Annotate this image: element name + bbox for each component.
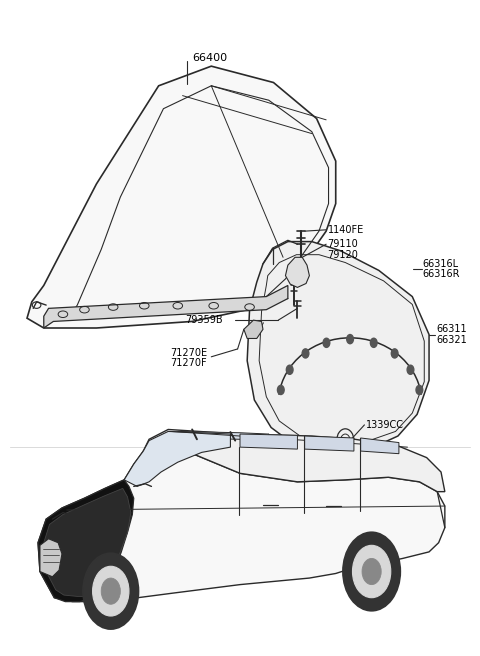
Polygon shape [44,285,288,328]
Circle shape [302,349,309,358]
Circle shape [287,365,293,375]
Polygon shape [178,432,269,441]
Polygon shape [27,66,336,328]
Text: 66316R: 66316R [423,270,460,279]
Polygon shape [124,432,230,486]
Circle shape [371,338,377,348]
Text: 66311: 66311 [436,324,467,335]
Polygon shape [247,241,429,454]
Polygon shape [144,430,445,491]
Text: 1140FE: 1140FE [327,225,364,235]
Circle shape [416,385,423,394]
Polygon shape [244,320,263,338]
Text: 71270F: 71270F [170,358,207,368]
Text: 1339CC: 1339CC [366,420,404,430]
Circle shape [407,365,414,375]
Text: 11407: 11407 [281,442,312,452]
Text: 66321: 66321 [436,335,467,345]
Circle shape [323,338,330,348]
Polygon shape [286,257,310,287]
Polygon shape [305,436,354,451]
Circle shape [277,385,284,394]
Circle shape [347,335,353,344]
Text: 66316L: 66316L [423,259,459,269]
Polygon shape [38,480,134,602]
Circle shape [93,566,129,616]
Polygon shape [240,434,298,449]
Text: 79110: 79110 [327,239,359,249]
Text: 71270E: 71270E [170,348,208,358]
Polygon shape [44,488,131,596]
Polygon shape [38,443,445,602]
Text: 66400: 66400 [192,53,227,63]
Circle shape [352,545,391,598]
Circle shape [101,578,120,604]
Text: 79120: 79120 [327,250,359,260]
Polygon shape [40,539,62,577]
Polygon shape [360,438,399,454]
Circle shape [391,349,398,358]
Circle shape [343,532,400,611]
Text: 79359B: 79359B [185,315,223,325]
Circle shape [83,553,139,629]
Circle shape [362,558,381,584]
